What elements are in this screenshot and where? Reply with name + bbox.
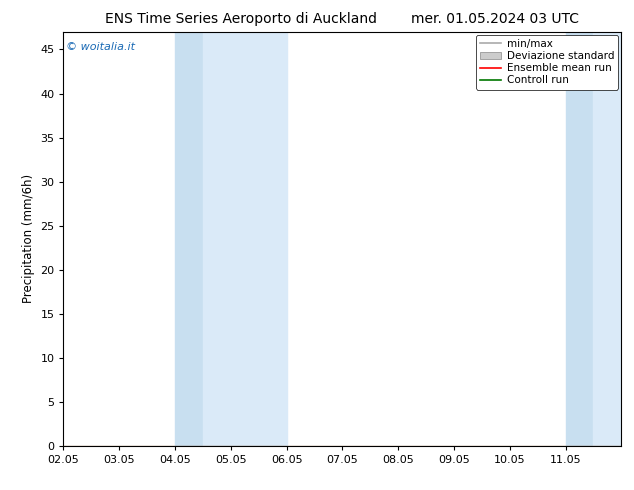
Y-axis label: Precipitation (mm/6h): Precipitation (mm/6h) xyxy=(22,174,35,303)
Text: mer. 01.05.2024 03 UTC: mer. 01.05.2024 03 UTC xyxy=(411,12,578,26)
Legend: min/max, Deviazione standard, Ensemble mean run, Controll run: min/max, Deviazione standard, Ensemble m… xyxy=(476,35,618,90)
Bar xyxy=(203,32,287,446)
Bar xyxy=(593,32,621,446)
Bar xyxy=(566,32,593,446)
Text: © woitalia.it: © woitalia.it xyxy=(66,42,135,52)
Text: ENS Time Series Aeroporto di Auckland: ENS Time Series Aeroporto di Auckland xyxy=(105,12,377,26)
Bar xyxy=(175,32,203,446)
